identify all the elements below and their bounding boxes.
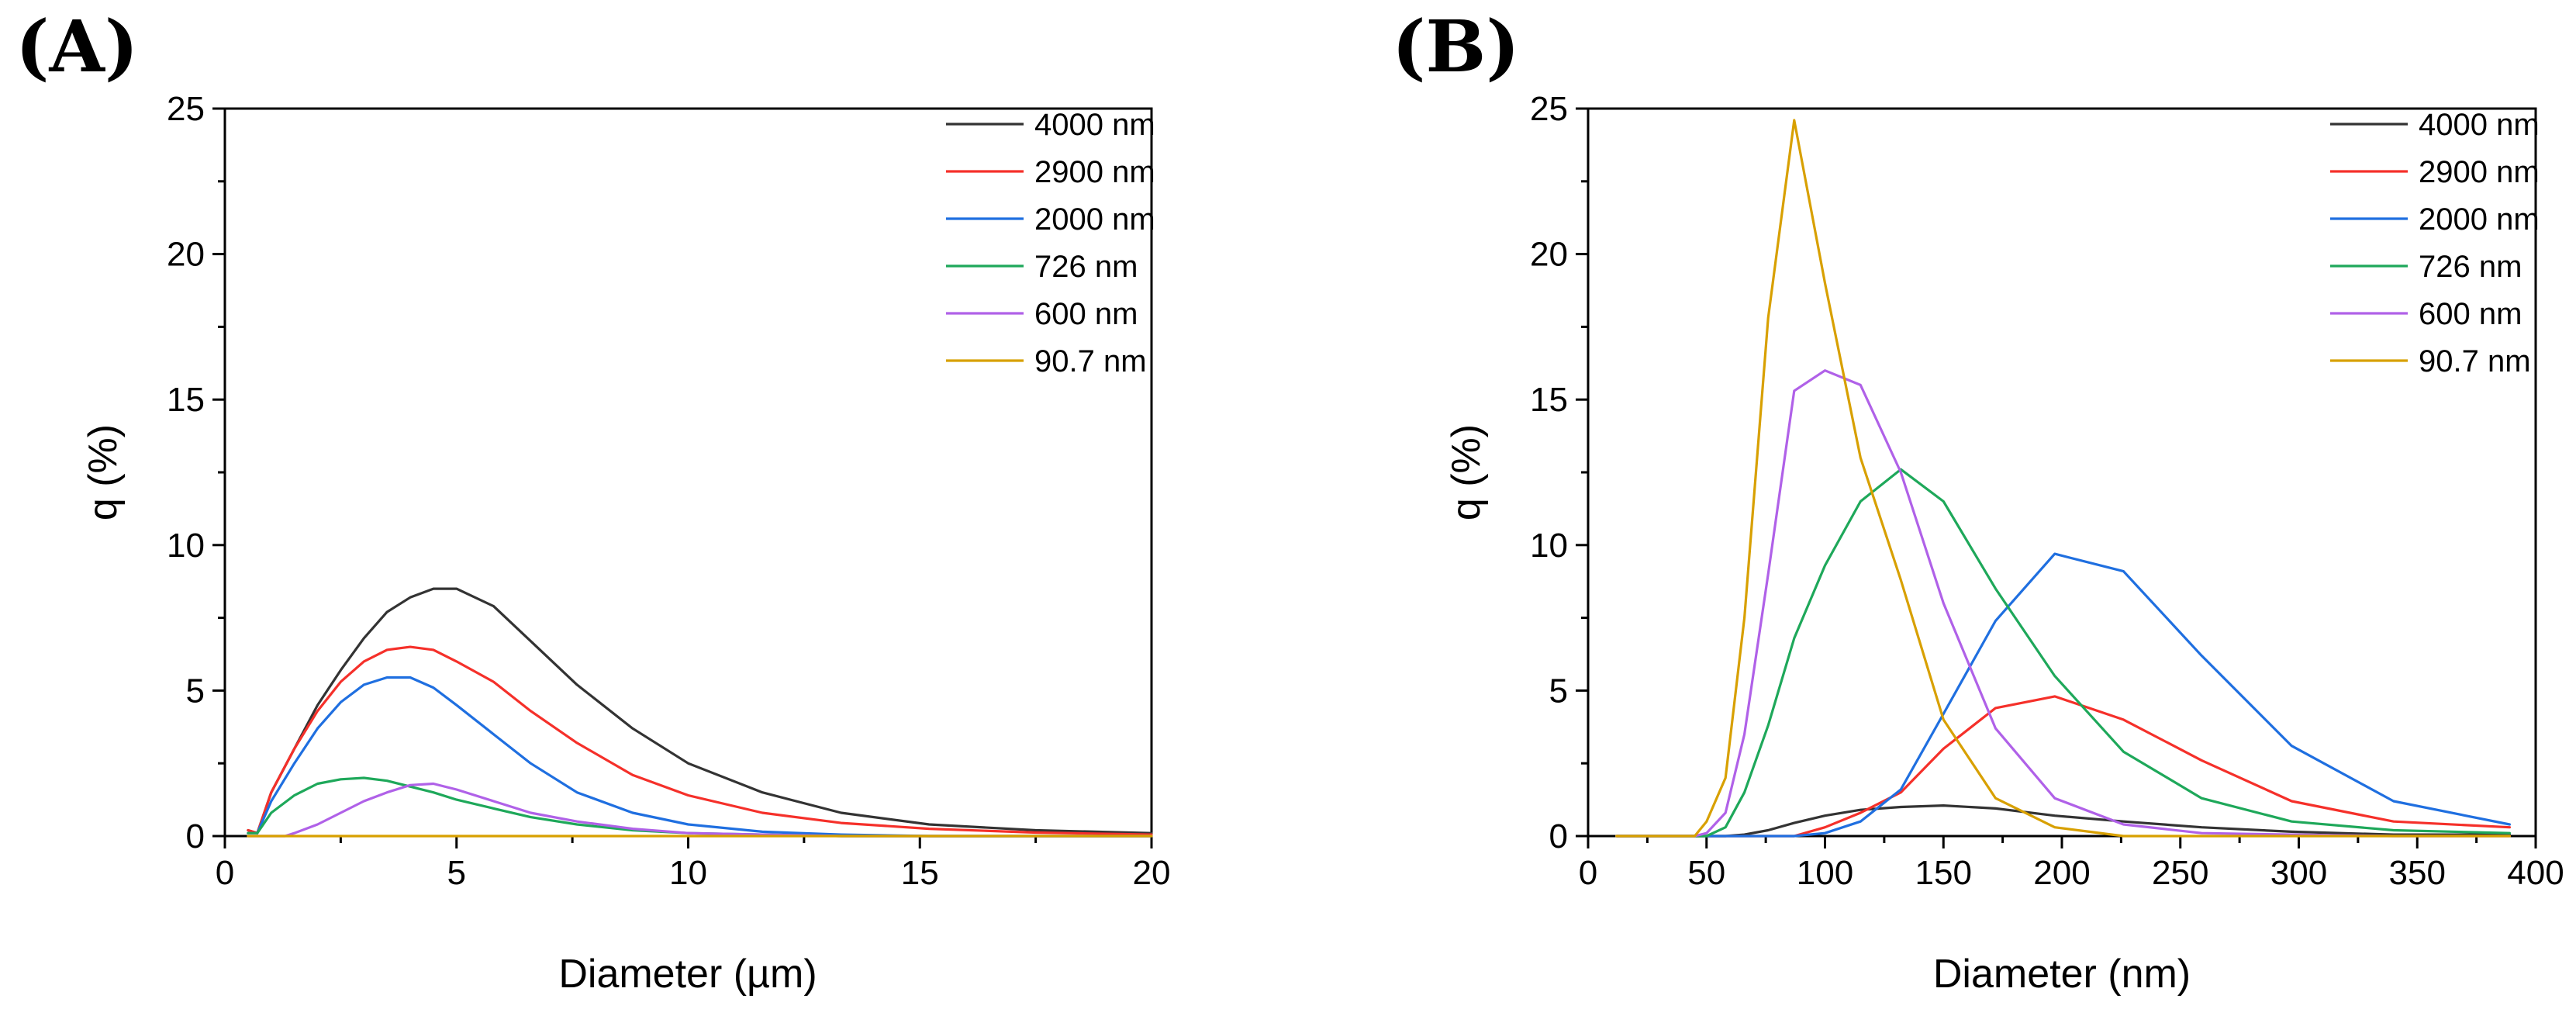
x-tick-label: 0	[1579, 854, 1597, 892]
panel-label: (A)	[16, 5, 138, 88]
legend-entry: 2000 nm	[946, 202, 1155, 237]
panel-label: (B)	[1392, 5, 1520, 88]
legend-label: 600 nm	[2419, 297, 2522, 331]
legend-entry: 600 nm	[946, 297, 1138, 331]
legend-entry: 600 nm	[2330, 297, 2522, 331]
legend-label: 2000 nm	[1034, 202, 1155, 237]
x-tick-label: 15	[901, 854, 939, 892]
y-tick-label: 20	[167, 236, 205, 274]
y-tick-label: 25	[167, 90, 205, 128]
y-tick-label: 0	[1549, 817, 1568, 855]
x-tick-label: 250	[2152, 854, 2208, 892]
legend-entry: 90.7 nm	[2330, 344, 2531, 378]
legend-label: 4000 nm	[1034, 108, 1155, 142]
x-tick-label: 20	[1133, 854, 1171, 892]
x-tick-label: 50	[1687, 854, 1725, 892]
legend-label: 90.7 nm	[2419, 344, 2531, 378]
y-axis-title: q (%)	[81, 424, 126, 520]
y-tick-label: 15	[1530, 381, 1568, 419]
legend-entry: 726 nm	[2330, 250, 2522, 284]
legend-label: 2900 nm	[2419, 155, 2540, 189]
legend: 4000 nm 2900 nm 2000 nm 726 nm 600 nm 90…	[2330, 108, 2540, 378]
series-line	[1615, 369, 2511, 838]
legend: 4000 nm 2900 nm 2000 nm 726 nm 600 nm 90…	[946, 108, 1155, 378]
legend-entry: 4000 nm	[2330, 108, 2540, 142]
series-line	[247, 645, 1153, 836]
x-tick-label: 150	[1915, 854, 1972, 892]
y-axis-title: q (%)	[1444, 424, 1489, 520]
legend-label: 726 nm	[2419, 250, 2522, 284]
x-tick-label: 100	[1797, 854, 1853, 892]
chart-panel-b: (B) 0 50 100 150 200 250 300 350 400 0 5…	[1392, 5, 2564, 997]
legend-entry: 90.7 nm	[946, 344, 1147, 378]
x-tick-label: 200	[2033, 854, 2090, 892]
chart-panel-a: (A) 0 5 10 15 20 0 5 10 15 20 25 Diamete…	[16, 5, 1170, 997]
legend-entry: 2900 nm	[946, 155, 1155, 189]
y-tick-labels: 0 5 10 15 20 25	[167, 90, 205, 855]
x-tick-label: 10	[669, 854, 707, 892]
legend-entry: 2900 nm	[2330, 155, 2540, 189]
legend-entry: 4000 nm	[946, 108, 1155, 142]
axis-ticks	[1576, 107, 2537, 848]
y-tick-label: 10	[1530, 527, 1568, 565]
legend-label: 90.7 nm	[1034, 344, 1147, 378]
series-line	[1615, 119, 2511, 838]
x-tick-label: 300	[2270, 854, 2327, 892]
y-tick-label: 0	[186, 817, 205, 855]
series-layer	[247, 587, 1153, 838]
series-line	[1615, 552, 2511, 838]
x-axis-title: Diameter (µm)	[558, 952, 817, 997]
y-tick-label: 5	[186, 672, 205, 710]
series-line	[247, 676, 1153, 838]
legend-label: 2000 nm	[2419, 202, 2540, 237]
legend-entry: 2000 nm	[2330, 202, 2540, 237]
x-tick-label: 5	[447, 854, 466, 892]
x-tick-labels: 0 50 100 150 200 250 300 350 400	[1579, 854, 2564, 892]
x-tick-label: 400	[2507, 854, 2564, 892]
x-tick-label: 350	[2389, 854, 2446, 892]
x-tick-labels: 0 5 10 15 20	[216, 854, 1171, 892]
y-tick-label: 10	[167, 527, 205, 565]
legend-label: 600 nm	[1034, 297, 1138, 331]
legend-entry: 726 nm	[946, 250, 1138, 284]
y-tick-label: 15	[167, 381, 205, 419]
x-axis-title: Diameter (nm)	[1933, 952, 2191, 997]
y-tick-label: 20	[1530, 236, 1568, 274]
x-tick-label: 0	[216, 854, 234, 892]
y-tick-label: 5	[1549, 672, 1568, 710]
series-layer	[1615, 119, 2511, 838]
legend-label: 4000 nm	[2419, 108, 2540, 142]
y-tick-labels: 0 5 10 15 20 25	[1530, 90, 1568, 855]
series-line	[1615, 468, 2511, 838]
legend-label: 2900 nm	[1034, 155, 1155, 189]
legend-label: 726 nm	[1034, 250, 1138, 284]
y-tick-label: 25	[1530, 90, 1568, 128]
